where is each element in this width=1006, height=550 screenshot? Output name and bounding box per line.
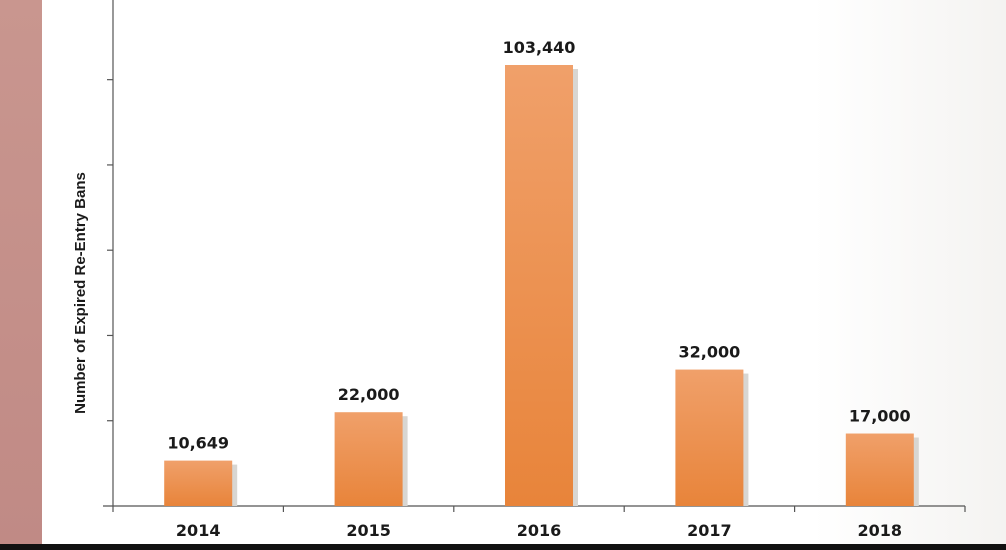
bottom-edge xyxy=(0,544,1006,550)
category-label-2017: 2017 xyxy=(687,521,732,540)
value-label-2017: 32,000 xyxy=(679,343,741,362)
bar-2015 xyxy=(334,412,403,506)
category-label-2014: 2014 xyxy=(176,521,221,540)
value-label-2016: 103,440 xyxy=(503,38,576,57)
category-label-2016: 2016 xyxy=(517,521,562,540)
category-label-2015: 2015 xyxy=(346,521,391,540)
side-decoration-strip xyxy=(0,0,42,550)
value-label-2015: 22,000 xyxy=(338,385,400,404)
category-label-2018: 2018 xyxy=(858,521,903,540)
bar-2016 xyxy=(505,65,573,506)
bar-2017 xyxy=(675,369,744,506)
value-label-2018: 17,000 xyxy=(849,407,911,426)
y-axis-label: Number of Expired Re-Entry Bans xyxy=(72,172,89,414)
bar-2018 xyxy=(845,433,914,506)
bar-2014 xyxy=(164,460,233,506)
value-label-2014: 10,649 xyxy=(167,434,229,453)
